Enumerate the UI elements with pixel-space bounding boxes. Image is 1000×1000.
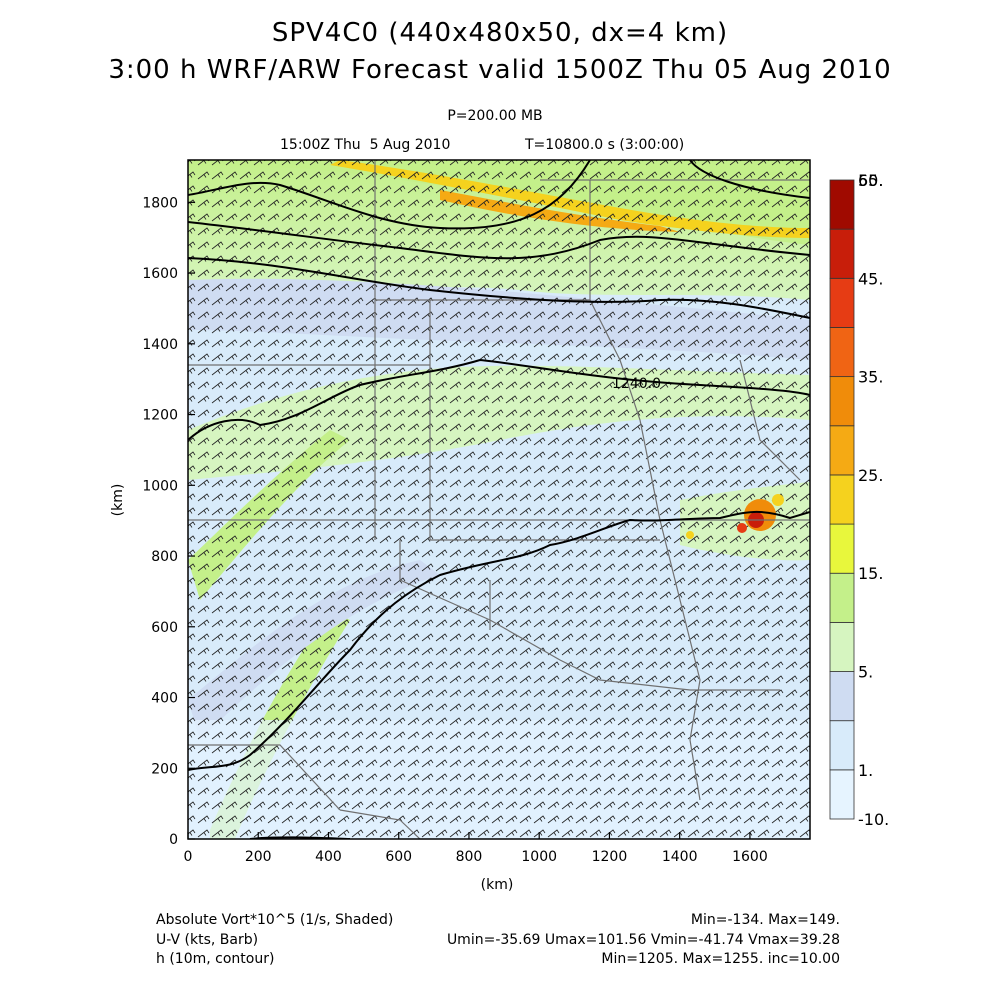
colorbar-swatch <box>829 277 855 328</box>
footer-height-range: Min=1205. Max=1255. inc=10.00 <box>601 951 840 967</box>
colorbar-swatch <box>829 228 855 279</box>
colorbar: -10. 1. 5. 15. 25. 35. 45. 55.60. <box>829 171 889 829</box>
pressure-level: P=200.00 MB <box>447 108 543 124</box>
x-tick-label: 400 <box>315 849 342 865</box>
y-axis-label: (km) <box>110 484 126 517</box>
footer-vorticity-label: Absolute Vort*10^5 (1/s, Shaded) <box>156 912 394 928</box>
colorbar-swatch <box>829 720 855 771</box>
footer-wind-label: U-V (kts, Barb) <box>156 932 259 948</box>
colorbar-swatch <box>829 621 855 672</box>
x-tick-label: 1000 <box>521 849 557 865</box>
colorbar-label: 25. <box>858 466 883 485</box>
colorbar-swatch <box>829 376 855 427</box>
x-tick-label: 200 <box>245 849 272 865</box>
colorbar-label: 45. <box>858 269 883 288</box>
vorticity-shading <box>188 160 810 839</box>
valid-time: 15:00Z Thu 5 Aug 2010 <box>280 137 451 153</box>
y-tick-label: 800 <box>151 549 178 565</box>
y-tick-label: 1200 <box>142 408 178 424</box>
x-tick-label: 600 <box>385 849 412 865</box>
height-contours <box>188 160 810 839</box>
footer-height-label: h (10m, contour) <box>156 951 275 967</box>
forecast-seconds: T=10800.0 s (3:00:00) <box>525 137 685 153</box>
colorbar-swatch <box>829 671 855 722</box>
y-axis: 0 200 400 600 800 1000 1200 1400 1600 1800 <box>142 195 195 848</box>
x-tick-label: 1600 <box>732 849 768 865</box>
plot-title-line1: SPV4C0 (440x480x50, dx=4 km) <box>271 18 729 48</box>
colorbar-label: 1. <box>858 761 873 780</box>
colorbar-label: -10. <box>858 810 889 829</box>
y-tick-label: 1000 <box>142 478 178 494</box>
x-tick-label: 1200 <box>592 849 628 865</box>
y-tick-label: 1400 <box>142 337 178 353</box>
y-tick-label: 200 <box>151 761 178 777</box>
x-axis: 0 200 400 600 800 1000 1200 1400 1600 <box>184 832 768 865</box>
x-axis-label: (km) <box>481 877 514 893</box>
x-tick-label: 0 <box>184 849 193 865</box>
colorbar-swatch <box>829 572 855 623</box>
y-tick-label: 0 <box>169 832 178 848</box>
colorbar-label: 55. <box>858 171 883 190</box>
colorbar-label: 15. <box>858 564 883 583</box>
colorbar-label: 60. <box>858 171 883 190</box>
y-tick-label: 400 <box>151 691 178 707</box>
footer-wind-range: Umin=-35.69 Umax=101.56 Vmin=-41.74 Vmax… <box>446 932 840 948</box>
colorbar-swatch <box>829 769 855 820</box>
plot-frame <box>187 159 811 840</box>
y-tick-label: 1600 <box>142 266 178 282</box>
colorbar-swatch <box>829 523 855 574</box>
colorbar-label: 5. <box>858 663 873 682</box>
contour-label: 1240.0 <box>612 376 661 392</box>
y-tick-label: 1800 <box>142 195 178 211</box>
y-tick-label: 600 <box>151 620 178 636</box>
x-tick-label: 800 <box>456 849 483 865</box>
colorbar-swatch <box>829 474 855 525</box>
colorbar-swatch <box>829 425 855 476</box>
colorbar-swatch <box>829 327 855 378</box>
x-tick-label: 1400 <box>662 849 698 865</box>
footer-vorticity-range: Min=-134. Max=149. <box>690 912 840 928</box>
colorbar-label: 35. <box>858 368 883 387</box>
state-boundaries <box>188 160 810 839</box>
colorbar-swatch <box>829 179 855 230</box>
plot-title-line2: 3:00 h WRF/ARW Forecast valid 1500Z Thu … <box>108 55 892 85</box>
